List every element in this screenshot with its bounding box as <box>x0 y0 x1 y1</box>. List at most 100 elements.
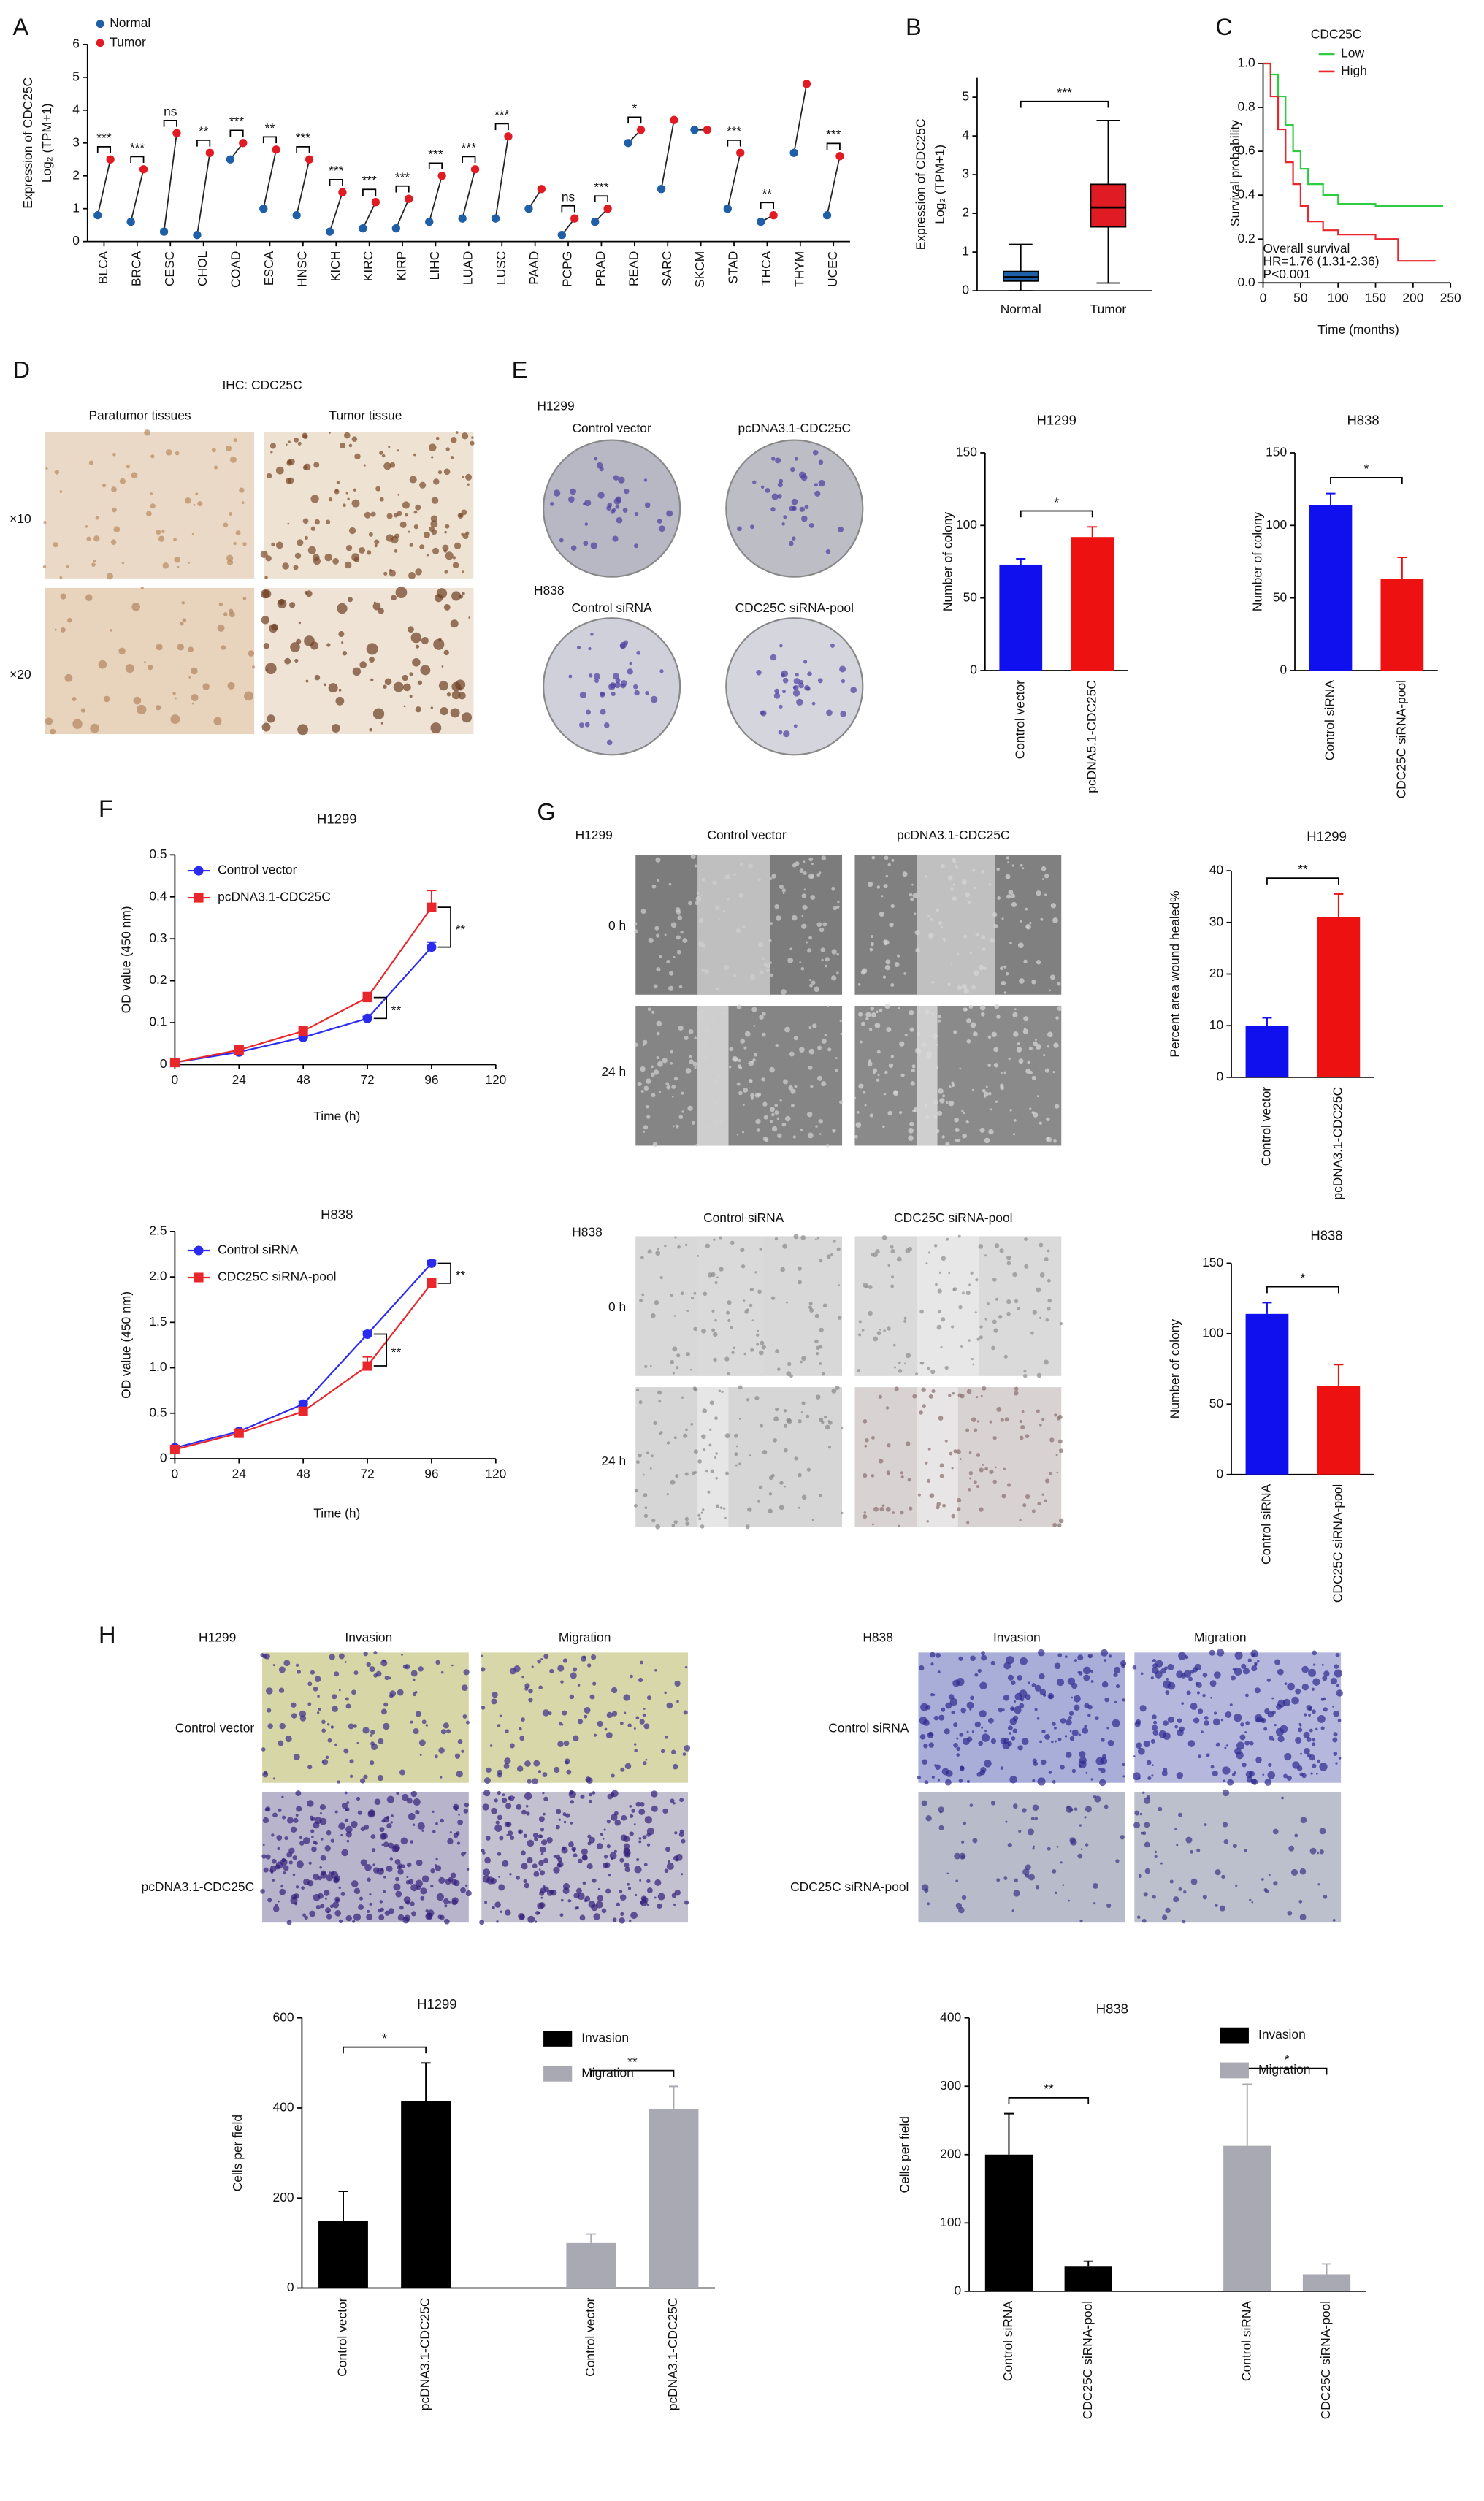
cell <box>1312 1763 1317 1768</box>
cell <box>1060 1861 1063 1864</box>
cell <box>1036 1717 1040 1720</box>
bar <box>1223 2145 1271 2291</box>
y-tick-label: 1.5 <box>149 1314 167 1329</box>
cell <box>1022 1808 1027 1813</box>
cell <box>506 1833 509 1836</box>
cell <box>1018 1830 1022 1833</box>
cell <box>836 971 839 974</box>
cell <box>953 1287 957 1291</box>
cell <box>1055 1104 1060 1109</box>
cell <box>735 1445 738 1448</box>
cell <box>362 1727 370 1734</box>
cell <box>1031 1111 1035 1115</box>
cell <box>978 1741 984 1746</box>
cell <box>652 1142 658 1148</box>
cell <box>408 1812 416 1820</box>
cell <box>693 1387 698 1392</box>
y-tick-label: 0.0 <box>1237 275 1255 289</box>
cell <box>328 497 333 502</box>
cell <box>930 1692 934 1697</box>
cell <box>643 1473 645 1476</box>
cell <box>584 1706 591 1714</box>
cell <box>858 1083 864 1089</box>
y-tick-label: 50 <box>1209 1396 1223 1410</box>
cell <box>784 1115 791 1122</box>
cell <box>345 492 348 495</box>
cell <box>974 1311 977 1314</box>
cell-line-label: H838 <box>534 583 565 597</box>
cell <box>653 1069 659 1075</box>
cell <box>297 539 304 546</box>
cell <box>908 1128 914 1134</box>
colony <box>568 674 573 679</box>
cell <box>50 728 56 735</box>
cell <box>1143 1892 1148 1897</box>
cell <box>1274 1659 1281 1665</box>
cell <box>808 873 814 879</box>
colony <box>806 687 811 691</box>
cell <box>794 1456 798 1461</box>
cell <box>930 1652 936 1658</box>
column-label: Control vector <box>572 421 651 435</box>
cell <box>364 1864 372 1871</box>
cell <box>218 602 223 606</box>
cell <box>313 462 320 468</box>
cell <box>603 1855 608 1859</box>
cell <box>381 1843 384 1847</box>
cell <box>878 1458 884 1464</box>
cell <box>1332 1737 1338 1743</box>
significance-bracket <box>826 142 841 150</box>
cell <box>664 1868 669 1874</box>
point <box>591 218 600 226</box>
cell <box>410 1790 417 1798</box>
cell <box>307 1702 312 1706</box>
cell <box>1337 1719 1342 1722</box>
cell <box>283 1871 286 1875</box>
cell <box>771 874 776 879</box>
cell <box>412 658 421 667</box>
colony <box>666 510 673 517</box>
cell <box>381 1708 387 1715</box>
cell <box>1034 1708 1038 1711</box>
cell <box>271 1833 275 1837</box>
cell <box>691 1120 695 1125</box>
cell <box>1001 1494 1006 1499</box>
cell <box>1104 1659 1107 1662</box>
cell <box>386 1815 390 1820</box>
cell <box>875 1249 880 1254</box>
cell <box>966 1780 970 1784</box>
cell <box>1271 1710 1276 1715</box>
cell <box>686 1352 690 1356</box>
cell <box>1060 1718 1066 1724</box>
cell <box>1323 1894 1328 1899</box>
cell <box>840 1033 843 1036</box>
cell <box>816 922 822 928</box>
cell <box>691 1471 695 1475</box>
cell <box>738 1091 743 1096</box>
cell <box>1041 1729 1046 1734</box>
cell <box>1330 1677 1338 1685</box>
colony <box>838 526 844 532</box>
cell <box>959 1732 964 1737</box>
cell <box>281 1795 284 1798</box>
cell <box>972 1031 978 1037</box>
cell <box>897 954 900 958</box>
cell <box>484 1857 491 1864</box>
cell <box>722 1507 726 1511</box>
cell <box>338 688 342 692</box>
y-axis-label: Number of colony <box>1250 512 1265 612</box>
cell <box>981 935 986 940</box>
cell <box>638 1837 642 1840</box>
cell <box>869 947 873 952</box>
cell <box>869 1028 873 1031</box>
cell <box>754 1053 757 1057</box>
cell <box>302 432 308 439</box>
cell <box>1121 1663 1125 1668</box>
cell <box>656 1031 660 1036</box>
cell <box>431 497 439 504</box>
cell <box>177 644 184 651</box>
y-tick-label: 1.0 <box>149 1359 167 1374</box>
cell <box>1247 1658 1252 1662</box>
cell <box>651 1072 655 1077</box>
colony <box>614 681 621 689</box>
